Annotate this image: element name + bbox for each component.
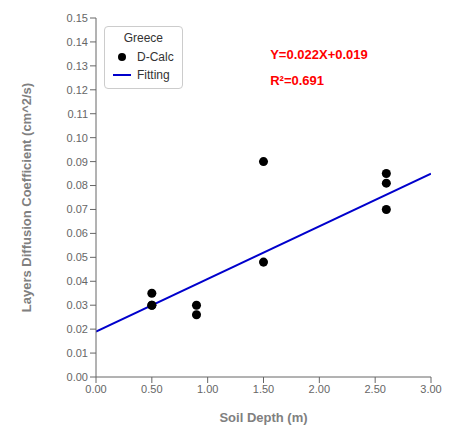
svg-text:Layers Diffusion Coefficient (: Layers Diffusion Coefficient (cm^2/s) (19, 83, 34, 312)
html-text:Greece: Greece (123, 31, 163, 45)
svg-text:0.01: 0.01 (67, 347, 88, 359)
svg-text:0.06: 0.06 (67, 227, 88, 239)
svg-text:0.03: 0.03 (67, 299, 88, 311)
svg-text:Soil Depth (m): Soil Depth (m) (219, 410, 307, 425)
html-text:Y=0.022X+0.019: Y=0.022X+0.019 (270, 46, 368, 62)
svg-text:0.04: 0.04 (67, 275, 88, 287)
svg-text:0.09: 0.09 (67, 156, 88, 168)
svg-text:0.11: 0.11 (67, 108, 88, 120)
svg-text:0.05: 0.05 (67, 251, 88, 263)
svg-text:1.50: 1.50 (253, 383, 274, 395)
svg-text:0.00: 0.00 (85, 383, 106, 395)
html-text:Fitting: Fitting (137, 68, 170, 82)
html-text:R²=0.691: R²=0.691 (270, 72, 324, 88)
svg-text:0.12: 0.12 (67, 84, 88, 96)
svg-text:0.50: 0.50 (141, 383, 162, 395)
html-text:D-Calc: D-Calc (137, 50, 174, 64)
svg-text:0.08: 0.08 (67, 179, 88, 191)
svg-text:0.15: 0.15 (67, 12, 88, 24)
svg-text:0.07: 0.07 (67, 203, 88, 215)
svg-text:0.14: 0.14 (67, 36, 88, 48)
svg-text:2.50: 2.50 (364, 383, 385, 395)
svg-text:2.00: 2.00 (309, 383, 330, 395)
svg-text:1.00: 1.00 (197, 383, 218, 395)
svg-text:0.02: 0.02 (67, 323, 88, 335)
svg-text:0.13: 0.13 (67, 60, 88, 72)
svg-text:3.00: 3.00 (420, 383, 441, 395)
svg-text:0.10: 0.10 (67, 132, 88, 144)
svg-text:0.00: 0.00 (67, 371, 88, 383)
